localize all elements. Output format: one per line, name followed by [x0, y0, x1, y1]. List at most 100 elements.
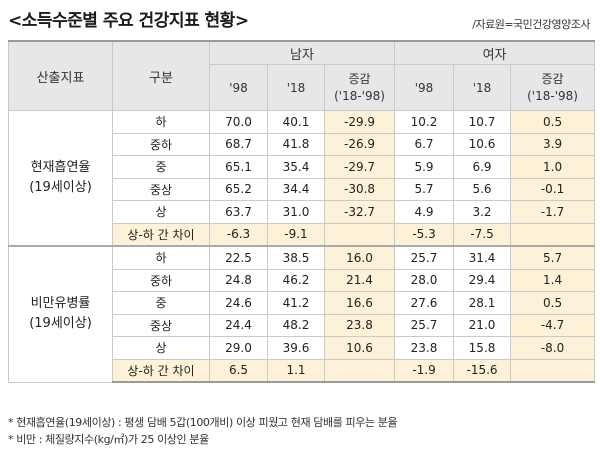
cell-f18: 6.9: [453, 155, 512, 179]
footnote-obesity: * 비만 : 체질량지수(kg/㎡)가 25 이상인 분율: [8, 433, 209, 446]
cell-m18: 41.8: [267, 132, 325, 156]
footnote-smoking: * 현재흡연율(19세이상) : 평생 담배 5갑(100개비) 이상 피웠고 …: [8, 416, 398, 429]
cell-mchg: 21.4: [323, 268, 396, 292]
row-category-label: 중상: [112, 313, 210, 337]
cell-m18: 38.5: [267, 245, 325, 270]
cell-fchg: 3.9: [510, 132, 596, 156]
cell-f18: 15.8: [453, 336, 512, 360]
cell-m18: 39.6: [267, 336, 325, 360]
header-female-2018: '18: [453, 64, 512, 111]
table-row: 비만유병률 (19세이상) 하 22.5 38.5 16.0 25.7 31.4 5.7: [8, 245, 596, 383]
cell-fchg: [510, 222, 596, 247]
table-row: 중 65.1 35.4 -29.7 5.9 6.9 1.0: [9, 155, 596, 179]
cell-f98: 6.7: [394, 132, 455, 156]
cell-f18: 31.4: [453, 245, 512, 270]
cell-f18: 21.0: [453, 313, 512, 337]
cell-f18: 5.6: [453, 177, 512, 201]
cell-mchg: -30.8: [323, 177, 396, 201]
cell-mchg: 10.6: [323, 336, 396, 360]
cell-f98: 28.0: [394, 268, 455, 292]
indicator-label: 현재흡연율 (19세이상): [8, 110, 113, 247]
cell-fchg: 0.5: [510, 291, 596, 315]
cell-f98: 5.9: [394, 155, 455, 179]
cell-mchg: 23.8: [323, 313, 396, 337]
table-row-difference: 상-하 간 차이 6.5 1.1 -1.9 -15.6: [9, 358, 596, 383]
cell-mchg: [323, 222, 396, 247]
table-row: 중하 68.7 41.8 -26.9 6.7 10.6 3.9: [9, 132, 596, 156]
cell-f98: 23.8: [394, 336, 455, 360]
cell-fchg: -1.7: [510, 200, 596, 224]
indicator-label: 비만유병률 (19세이상): [8, 245, 113, 383]
cell-m18: 48.2: [267, 313, 325, 337]
cell-f18: 10.7: [453, 110, 512, 134]
header-male-2018: '18: [267, 64, 325, 111]
cell-f18: 28.1: [453, 291, 512, 315]
table-row-difference: 상-하 간 차이 -6.3 -9.1 -5.3 -7.5: [9, 222, 596, 247]
cell-f18: 3.2: [453, 200, 512, 224]
cell-m18: 40.1: [267, 110, 325, 134]
cell-f98: 25.7: [394, 245, 455, 270]
cell-mchg: [323, 358, 396, 383]
row-category-label: 상: [112, 336, 210, 360]
cell-fchg: -4.7: [510, 313, 596, 337]
header-category: 구분: [112, 40, 210, 111]
cell-f98: 5.7: [394, 177, 455, 201]
cell-fchg: 0.5: [510, 110, 596, 134]
header-female-1998: '98: [394, 64, 455, 111]
cell-m98: 24.4: [209, 313, 268, 337]
header-male-change: 증감 ('18-'98): [323, 64, 396, 111]
cell-f18: -15.6: [453, 358, 512, 383]
cell-m18: 1.1: [267, 358, 325, 383]
header-male: 남자: [208, 40, 396, 65]
row-category-label: 상-하 간 차이: [112, 222, 210, 247]
row-category-label: 상-하 간 차이: [112, 358, 210, 383]
table-row: 현재흡연율 (19세이상) 하 70.0 40.1 -29.9 10.2 10.7 0.5: [8, 110, 596, 247]
cell-m98: 68.7: [209, 132, 268, 156]
header-male-1998: '98: [209, 64, 268, 111]
cell-mchg: -26.9: [323, 132, 396, 156]
cell-mchg: 16.0: [323, 245, 396, 270]
cell-m98: 6.5: [209, 358, 268, 383]
header-female: 여자: [394, 40, 596, 65]
header-female-change: 증감 ('18-'98): [510, 64, 596, 111]
row-category-label: 하: [112, 110, 210, 134]
cell-f18: 29.4: [453, 268, 512, 292]
row-category-label: 중하: [112, 268, 210, 292]
cell-m18: 34.4: [267, 177, 325, 201]
row-category-label: 중하: [112, 132, 210, 156]
table-row: 상 63.7 31.0 -32.7 4.9 3.2 -1.7: [9, 200, 596, 224]
row-category-label: 하: [112, 245, 210, 270]
cell-mchg: 16.6: [323, 291, 396, 315]
row-category-label: 중상: [112, 177, 210, 201]
cell-m18: 46.2: [267, 268, 325, 292]
cell-m98: -6.3: [209, 222, 268, 247]
cell-m98: 65.2: [209, 177, 268, 201]
row-category-label: 중: [112, 155, 210, 179]
row-category-label: 상: [112, 200, 210, 224]
cell-f98: 27.6: [394, 291, 455, 315]
cell-mchg: -32.7: [323, 200, 396, 224]
cell-m98: 63.7: [209, 200, 268, 224]
cell-m18: 35.4: [267, 155, 325, 179]
cell-fchg: 1.0: [510, 155, 596, 179]
cell-m98: 24.8: [209, 268, 268, 292]
cell-f98: -5.3: [394, 222, 455, 247]
cell-f98: 25.7: [394, 313, 455, 337]
cell-fchg: 1.4: [510, 268, 596, 292]
cell-fchg: -0.1: [510, 177, 596, 201]
source-note: /자료원=국민건강영양조사: [472, 18, 590, 31]
cell-m18: 31.0: [267, 200, 325, 224]
cell-f18: -7.5: [453, 222, 512, 247]
table-row: 중 24.6 41.2 16.6 27.6 28.1 0.5: [9, 291, 596, 315]
page-title: <소득수준별 주요 건강지표 현황>: [8, 11, 249, 31]
header-indicator: 산출지표: [8, 40, 113, 111]
table-row: 중하 24.8 46.2 21.4 28.0 29.4 1.4: [9, 268, 596, 292]
row-category-label: 중: [112, 291, 210, 315]
cell-m98: 22.5: [209, 245, 268, 270]
footnotes: * 현재흡연율(19세이상) : 평생 담배 5갑(100개비) 이상 피웠고 …: [8, 414, 398, 448]
cell-m18: 41.2: [267, 291, 325, 315]
cell-f98: 4.9: [394, 200, 455, 224]
cell-m98: 70.0: [209, 110, 268, 134]
cell-m98: 29.0: [209, 336, 268, 360]
cell-f98: -1.9: [394, 358, 455, 383]
